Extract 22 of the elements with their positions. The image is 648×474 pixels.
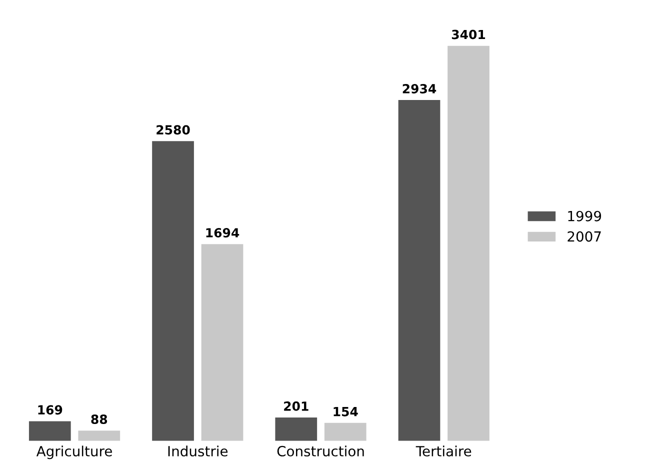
- bar: [201, 244, 244, 441]
- x-tick-label: Agriculture: [36, 446, 112, 460]
- data-label: 154: [334, 407, 358, 416]
- legend-label: 2007: [568, 231, 601, 242]
- data-label: 2934: [402, 84, 436, 94]
- data-label: 3401: [452, 30, 486, 40]
- data-label: 88: [91, 414, 108, 424]
- bar: [152, 141, 194, 441]
- bar: [78, 430, 120, 441]
- bar: [28, 421, 71, 441]
- bar: [448, 46, 490, 441]
- bar: [324, 422, 366, 441]
- legend-label: 1999: [568, 210, 602, 222]
- data-label: 1694: [206, 228, 240, 238]
- x-tick-label: Tertiaire: [416, 446, 472, 456]
- data-label: 201: [284, 401, 308, 411]
- bar: [275, 417, 318, 441]
- bar: [398, 100, 440, 441]
- x-tick-label: Industrie: [168, 446, 228, 456]
- data-label: 2580: [156, 125, 190, 135]
- x-tick-label: Construction: [277, 446, 364, 456]
- data-label: 169: [38, 405, 62, 415]
